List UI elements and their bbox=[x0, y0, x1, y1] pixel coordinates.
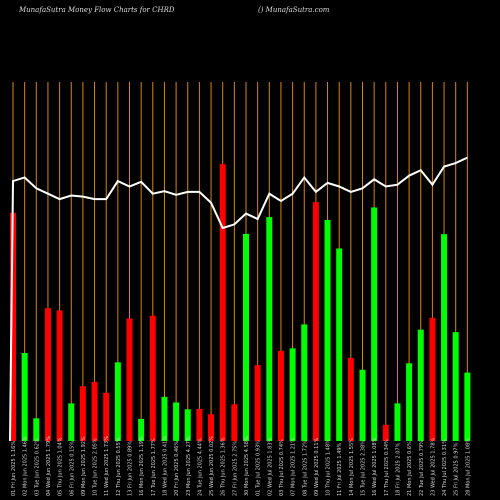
x-tick-label: 03 Tue Jun 2025 0.62% bbox=[34, 438, 40, 496]
bar bbox=[254, 365, 261, 441]
x-tick-label: 09 Mon Jun 2025 1.92% bbox=[81, 436, 87, 496]
bar bbox=[406, 363, 413, 441]
bar bbox=[68, 403, 75, 441]
bar bbox=[464, 372, 471, 441]
x-tick-label: 07 Mon Jul 2025 1.21% bbox=[291, 438, 297, 496]
x-tick-label: 03 Thu Jul 2025 0.74% bbox=[279, 439, 285, 496]
bar bbox=[452, 332, 459, 441]
bar bbox=[394, 403, 401, 441]
bar bbox=[103, 392, 110, 441]
bar bbox=[417, 329, 424, 441]
line-series bbox=[9, 156, 468, 442]
money-flow-line bbox=[9, 156, 468, 442]
x-tick-label: 30 Mon Jun 2025 4.58% bbox=[244, 436, 250, 496]
bar bbox=[184, 409, 191, 441]
x-tick-label: 26 Thu Jun 2025 1.36% bbox=[221, 437, 227, 496]
bar bbox=[173, 402, 180, 441]
x-tick-label: 27 Fri Jun 2025 2.75% bbox=[232, 441, 238, 496]
x-tick-label: 25 Fri Jul 2025 0.97% bbox=[454, 442, 460, 496]
bar bbox=[33, 418, 40, 441]
x-tick-label: 11 Fri Jul 2025 1.49% bbox=[337, 442, 343, 496]
bar bbox=[126, 318, 133, 441]
bar bbox=[243, 233, 249, 441]
bar bbox=[21, 352, 28, 441]
x-tick-label: 20 Fri Jun 2025 0.46% bbox=[174, 441, 180, 496]
x-tick-label: 18 Fri Jul 2025 2.07% bbox=[395, 442, 401, 496]
x-tick-labels: 01 Fri Jun 2025 1.16% 02 Mon Jun 2025 1.4… bbox=[11, 436, 471, 496]
bar bbox=[56, 310, 63, 441]
x-tick-label: 01 Tue Jul 2025 0.93% bbox=[256, 440, 262, 496]
bar bbox=[347, 357, 354, 441]
bar bbox=[219, 164, 226, 441]
x-tick-label: 23 Wed Jul 2025 1.78% bbox=[430, 437, 436, 496]
x-tick-label: 11 Wed Jun 2025 1.73% bbox=[104, 436, 110, 496]
x-tick-label: 14 Mon Jul 2025 1.55% bbox=[349, 438, 355, 496]
bar bbox=[196, 408, 203, 441]
bar-series bbox=[10, 164, 471, 441]
bar bbox=[301, 324, 308, 441]
x-tick-label: 06 Fri Jun 2025 0.15% bbox=[69, 441, 75, 496]
x-tick-label: 15 Tue Jul 2025 2.38% bbox=[361, 440, 367, 496]
x-tick-label: 23 Mon Jun 2025 4.27% bbox=[186, 436, 192, 496]
bar bbox=[231, 404, 238, 441]
bar bbox=[79, 386, 86, 441]
x-tick-label: 24 Tue Jun 2025 4.44% bbox=[197, 438, 203, 496]
x-tick-label: 22 Tue Jul 2025 0.79% bbox=[419, 440, 425, 496]
bar bbox=[266, 217, 273, 441]
bar bbox=[359, 369, 366, 441]
x-tick-label: 05 Thu Jun 2025 1.04% bbox=[58, 437, 64, 496]
bar bbox=[277, 350, 284, 441]
x-tick-label: 17 Thu Jul 2025 0.34% bbox=[384, 439, 390, 496]
bar bbox=[10, 212, 16, 441]
bar bbox=[289, 348, 296, 441]
bar bbox=[312, 202, 319, 441]
x-tick-label: 02 Mon Jun 2025 1.46% bbox=[23, 436, 29, 496]
x-tick-label: 10 Tue Jun 2025 2.05% bbox=[93, 438, 99, 496]
bar bbox=[161, 396, 168, 441]
bar bbox=[44, 308, 51, 441]
bar bbox=[336, 248, 343, 441]
x-tick-label: 08 Tue Jul 2025 1.72% bbox=[302, 440, 308, 496]
x-tick-label: 12 Thu Jun 2025 0.55% bbox=[116, 437, 122, 496]
x-tick-label: 17 Tue Jun 2025 1.77% bbox=[151, 438, 157, 496]
bar bbox=[91, 381, 98, 441]
x-tick-label: 21 Mon Jul 2025 0.6% bbox=[407, 441, 413, 496]
x-tick-label: 02 Wed Jul 2025 1.83% bbox=[267, 437, 273, 496]
x-tick-label: 16 Mon Jun 2025 1.19% bbox=[139, 436, 145, 496]
bar bbox=[371, 207, 378, 441]
site-credit: () MunafaSutra.com bbox=[258, 6, 330, 14]
x-tick-label: 04 Wed Jun 2025 1.79% bbox=[46, 436, 52, 496]
bar bbox=[382, 424, 389, 441]
x-tick-label: 18 Wed Jun 2025 0.41% bbox=[162, 436, 168, 496]
x-tick-label: 09 Wed Jul 2025 0.11% bbox=[314, 437, 320, 496]
x-tick-label: 25 Wed Jun 2025 0.02% bbox=[209, 436, 215, 496]
x-tick-label: 01 Fri Jun 2025 1.16% bbox=[11, 441, 17, 496]
bar bbox=[114, 362, 121, 441]
bar bbox=[441, 234, 448, 441]
x-tick-label: 28 Mon Jul 2025 1.08% bbox=[465, 438, 471, 496]
x-tick-label: 10 Thu Jul 2025 1.48% bbox=[326, 439, 332, 496]
x-tick-label: 24 Thu Jul 2025 0.31% bbox=[442, 439, 448, 496]
x-tick-label: 16 Wed Jul 2025 1.08% bbox=[372, 437, 378, 496]
bar bbox=[429, 317, 436, 441]
bar bbox=[138, 418, 145, 441]
bar bbox=[149, 315, 156, 441]
bar bbox=[324, 219, 331, 441]
chart-title: MunafaSutra Money Flow Charts for CHRD bbox=[19, 6, 175, 14]
x-tick-label: 13 Fri Jun 2025 0.89% bbox=[128, 441, 134, 496]
bar bbox=[208, 414, 215, 441]
